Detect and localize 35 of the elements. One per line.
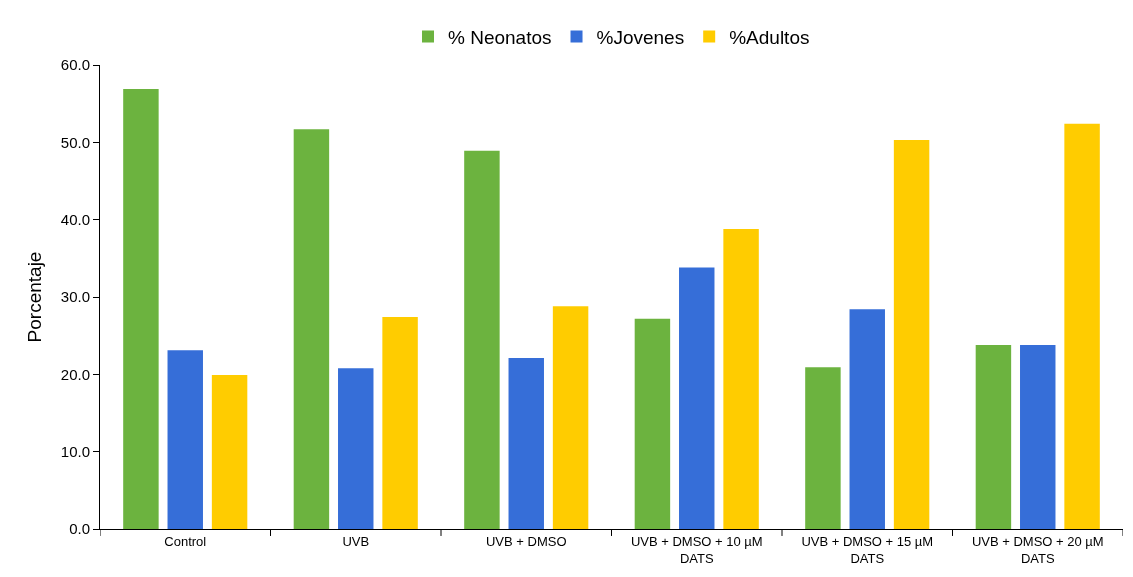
bar bbox=[293, 129, 330, 529]
x-tick-label: UVB + DMSO bbox=[485, 533, 567, 549]
x-tick-label: UVB + DMSO + 15 µM DATS bbox=[801, 533, 934, 566]
bar bbox=[634, 318, 671, 529]
x-tick-label: UVB + DMSO + 10 µM DATS bbox=[630, 533, 763, 566]
y-tick-label: 20.0 bbox=[60, 365, 90, 383]
bar bbox=[1020, 344, 1056, 529]
bar bbox=[167, 350, 203, 529]
bar bbox=[508, 358, 544, 529]
bar bbox=[552, 306, 589, 529]
bar bbox=[679, 267, 715, 529]
bar bbox=[382, 317, 418, 529]
legend-label: % Neonatos bbox=[448, 26, 552, 48]
bar bbox=[849, 309, 885, 529]
x-tick-label: UVB + DMSO + 20 µM DATS bbox=[971, 533, 1104, 566]
bar bbox=[211, 375, 248, 529]
y-tick-label: 50.0 bbox=[60, 133, 90, 151]
bar bbox=[464, 150, 500, 529]
y-axis-title: Porcentaje bbox=[23, 251, 45, 343]
bar bbox=[893, 140, 930, 529]
bar bbox=[723, 228, 759, 529]
x-tick-label: Control bbox=[164, 533, 207, 549]
bar bbox=[975, 344, 1012, 529]
legend-label: %Jovenes bbox=[596, 26, 685, 48]
y-tick-label: 10.0 bbox=[60, 442, 90, 460]
y-tick-label: 40.0 bbox=[60, 210, 90, 228]
y-tick-label: 30.0 bbox=[60, 288, 90, 306]
bar bbox=[805, 367, 841, 529]
bar bbox=[1064, 123, 1100, 529]
y-tick-label: 0.0 bbox=[69, 520, 90, 538]
x-tick-label: UVB bbox=[342, 533, 370, 549]
bar bbox=[338, 368, 374, 529]
legend-label: %Adultos bbox=[729, 26, 810, 48]
y-tick-label: 60.0 bbox=[60, 56, 90, 74]
bar bbox=[123, 88, 159, 529]
